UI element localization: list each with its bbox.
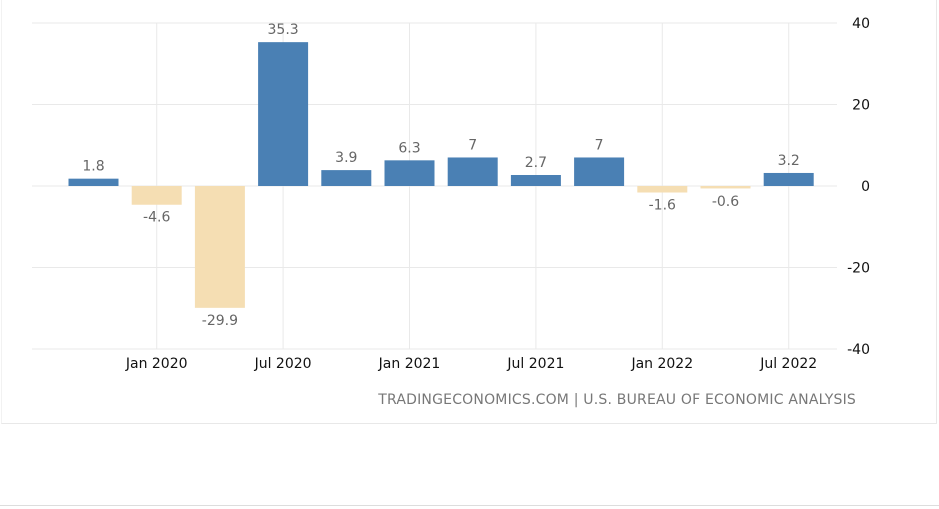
x-tick-label: Jul 2021 xyxy=(506,356,564,372)
x-tick-label: Jan 2020 xyxy=(125,356,188,372)
data-label: -4.6 xyxy=(143,210,170,226)
data-label: 35.3 xyxy=(268,22,299,38)
chart-frame: 1.8 -4.6 -29.9 35.3 3.9 6.3 7 2.7 7 -1.6 -0.6 3.2 4… xyxy=(1,0,937,424)
x-tick-label: Jan 2022 xyxy=(630,356,693,372)
x-tick-label: Jan 2021 xyxy=(378,356,441,372)
bar[interactable] xyxy=(194,186,245,308)
bar[interactable] xyxy=(321,170,372,186)
data-label: 3.2 xyxy=(778,153,800,169)
bar[interactable] xyxy=(574,157,625,186)
source-attribution: TRADINGECONOMICS.COM | U.S. BUREAU OF EC… xyxy=(378,392,856,408)
bar[interactable] xyxy=(763,172,814,186)
bars xyxy=(68,42,814,308)
divider xyxy=(0,505,939,506)
bar[interactable] xyxy=(700,186,751,189)
x-tick-label: Jul 2022 xyxy=(759,356,817,372)
bar[interactable] xyxy=(258,42,309,187)
y-tick-label: -40 xyxy=(847,342,870,358)
y-axis: 40 20 0 -20 -40 xyxy=(847,16,870,358)
data-label: 2.7 xyxy=(525,155,547,171)
x-axis: Jan 2020 Jul 2020 Jan 2021 Jul 2021 Jan 2022… xyxy=(125,356,817,372)
y-tick-label: 40 xyxy=(852,16,870,32)
data-label: 7 xyxy=(468,137,477,153)
data-label: -1.6 xyxy=(649,198,676,214)
bar[interactable] xyxy=(131,186,182,205)
data-label: 1.8 xyxy=(82,159,104,175)
data-label: -29.9 xyxy=(202,313,238,329)
y-tick-label: 0 xyxy=(861,179,870,195)
data-label: -0.6 xyxy=(712,194,739,210)
data-label: 3.9 xyxy=(335,150,357,166)
data-label: 6.3 xyxy=(398,140,420,156)
bar[interactable] xyxy=(384,160,435,186)
data-label: 7 xyxy=(595,137,604,153)
bar-chart: 1.8 -4.6 -29.9 35.3 3.9 6.3 7 2.7 7 -1.6 -0.6 3.2 4… xyxy=(32,16,870,372)
bar[interactable] xyxy=(447,157,498,186)
y-tick-label: -20 xyxy=(847,261,870,277)
bar[interactable] xyxy=(510,174,561,186)
bar[interactable] xyxy=(637,186,688,193)
bar[interactable] xyxy=(68,178,119,186)
y-tick-label: 20 xyxy=(852,98,870,114)
x-tick-label: Jul 2020 xyxy=(254,356,312,372)
data-labels: 1.8 -4.6 -29.9 35.3 3.9 6.3 7 2.7 7 -1.6 -0.6 3.2 xyxy=(82,22,799,329)
